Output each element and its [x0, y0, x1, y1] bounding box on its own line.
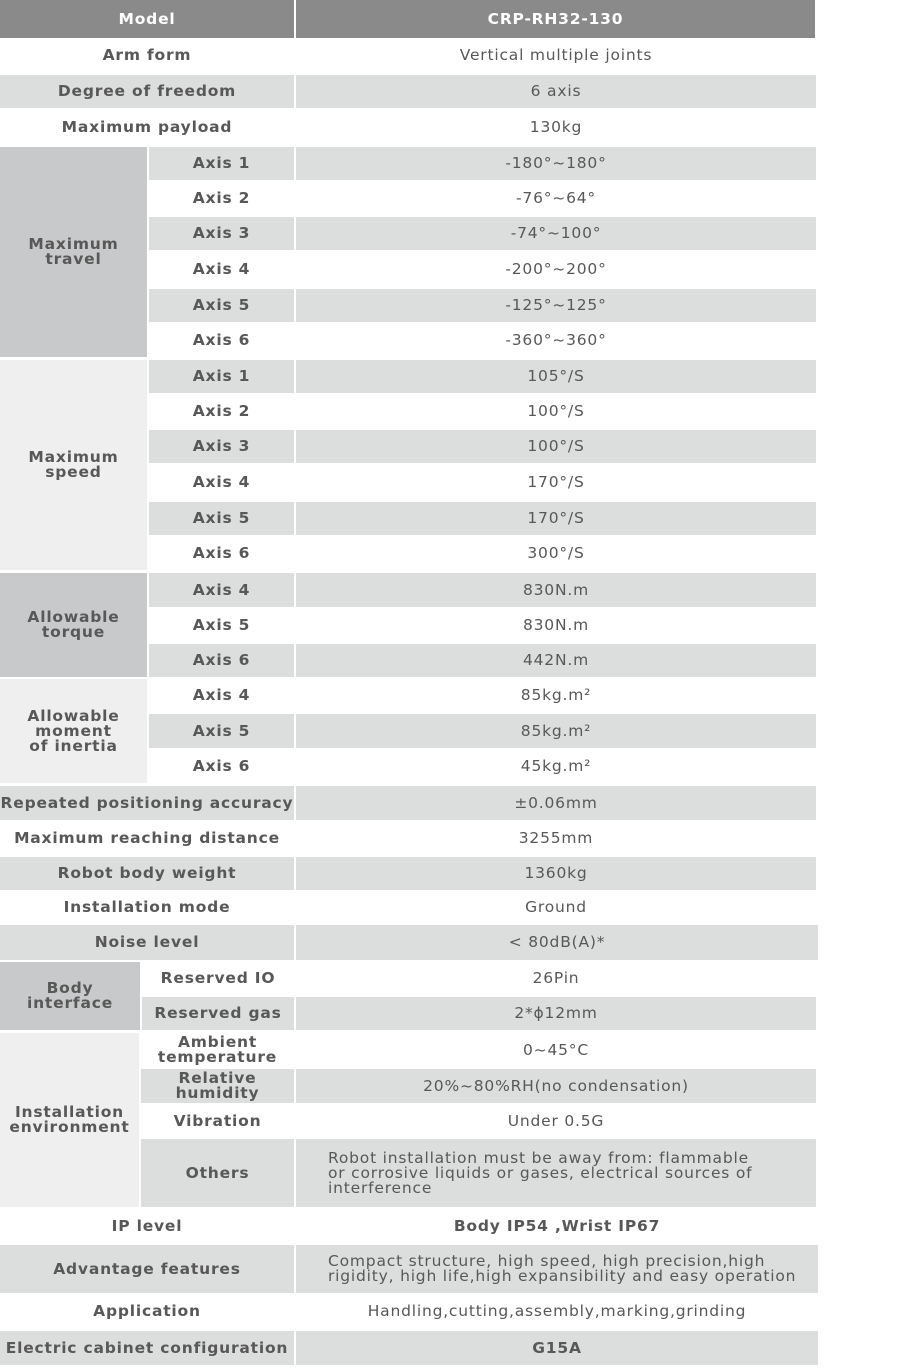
row-value: 105°/S — [296, 360, 816, 393]
row-value: Ground — [296, 892, 816, 923]
row-label: Vibration — [141, 1105, 294, 1137]
row-value: 26Pin — [296, 962, 816, 995]
row-label: Reserved IO — [142, 962, 294, 995]
row-value: ±0.06mm — [296, 786, 816, 820]
row-value: 45kg.m² — [296, 750, 816, 783]
row-value: -200°~200° — [296, 252, 816, 287]
row-value: 20%~80%RH(no condensation) — [296, 1069, 816, 1103]
row-value: Robot installation must be away from: fl… — [296, 1139, 816, 1207]
row-label: Axis 1 — [149, 147, 294, 180]
row-value: 442N.m — [296, 644, 816, 677]
row-value: Vertical multiple joints — [296, 38, 816, 73]
row-label: Application — [0, 1295, 294, 1328]
row-label: Ambient temperature — [141, 1033, 294, 1067]
row-label: Axis 2 — [149, 182, 294, 215]
row-value: -74°~100° — [296, 217, 816, 250]
row-value: -125°~125° — [296, 289, 816, 322]
row-label: Axis 4 — [149, 252, 294, 287]
row-value: 830N.m — [296, 609, 816, 642]
row-label: Axis 5 — [149, 714, 294, 748]
row-value: Compact structure, high speed, high prec… — [296, 1245, 818, 1293]
row-label: Degree of freedom — [0, 75, 294, 108]
row-label: Others — [141, 1139, 294, 1207]
group-label: Body interface — [0, 962, 140, 1030]
row-label: Axis 6 — [149, 537, 294, 570]
row-value: 1360kg — [296, 857, 816, 890]
row-value: 0~45°C — [296, 1033, 816, 1067]
row-label: Axis 4 — [149, 573, 294, 607]
row-value: -180°~180° — [296, 147, 816, 180]
row-label: Axis 2 — [149, 395, 294, 428]
row-label: IP level — [0, 1209, 294, 1243]
row-value: 100°/S — [296, 430, 816, 463]
header-value: CRP-RH32-130 — [296, 0, 815, 38]
row-label: Maximum payload — [0, 110, 294, 145]
header-label: Model — [0, 0, 294, 38]
row-value: -360°~360° — [296, 324, 816, 357]
row-label: Robot body weight — [0, 857, 294, 890]
group-label: Installation environment — [0, 1033, 139, 1207]
row-label: Axis 5 — [149, 502, 294, 535]
row-value: -76°~64° — [296, 182, 816, 215]
group-label: Maximum speed — [0, 360, 147, 570]
row-value: 170°/S — [296, 502, 816, 535]
row-label: Repeated positioning accuracy — [0, 786, 294, 820]
row-label: Maximum reaching distance — [0, 822, 294, 855]
row-value: 300°/S — [296, 537, 816, 570]
row-label: Axis 6 — [149, 644, 294, 677]
row-value: 3255mm — [296, 822, 816, 855]
row-label: Arm form — [0, 38, 294, 73]
row-label: Axis 6 — [149, 750, 294, 783]
row-value: Body IP54 ,Wrist IP67 — [296, 1209, 818, 1243]
row-value: 6 axis — [296, 75, 816, 108]
row-label: Axis 1 — [149, 360, 294, 393]
group-label: Maximum travel — [0, 147, 147, 357]
group-label: Allowable moment of inertia — [0, 679, 147, 783]
row-label: Axis 5 — [149, 289, 294, 322]
row-label: Axis 5 — [149, 609, 294, 642]
row-label: Relative humidity — [141, 1069, 294, 1103]
row-value: 85kg.m² — [296, 679, 816, 712]
row-value: G15A — [296, 1331, 818, 1365]
row-value: 85kg.m² — [296, 714, 816, 748]
row-label: Axis 6 — [149, 324, 294, 357]
row-value: < 80dB(A)* — [296, 925, 818, 960]
row-label: Electric cabinet configuration — [0, 1331, 294, 1365]
row-label: Noise level — [0, 925, 294, 960]
group-label: Allowable torque — [0, 573, 147, 677]
row-label: Axis 3 — [149, 430, 294, 463]
row-value: 2*ϕ12mm — [296, 997, 816, 1030]
row-value: Under 0.5G — [296, 1105, 816, 1137]
row-value: Handling,cutting,assembly,marking,grindi… — [296, 1295, 818, 1328]
row-label: Advantage features — [0, 1245, 294, 1293]
row-value: 100°/S — [296, 395, 816, 428]
row-value: 130kg — [296, 110, 816, 145]
row-label: Axis 4 — [149, 465, 294, 500]
row-value: 830N.m — [296, 573, 816, 607]
row-label: Axis 4 — [149, 679, 294, 712]
row-label: Axis 3 — [149, 217, 294, 250]
row-label: Installation mode — [0, 892, 294, 923]
row-label: Reserved gas — [142, 997, 294, 1030]
row-value: 170°/S — [296, 465, 816, 500]
